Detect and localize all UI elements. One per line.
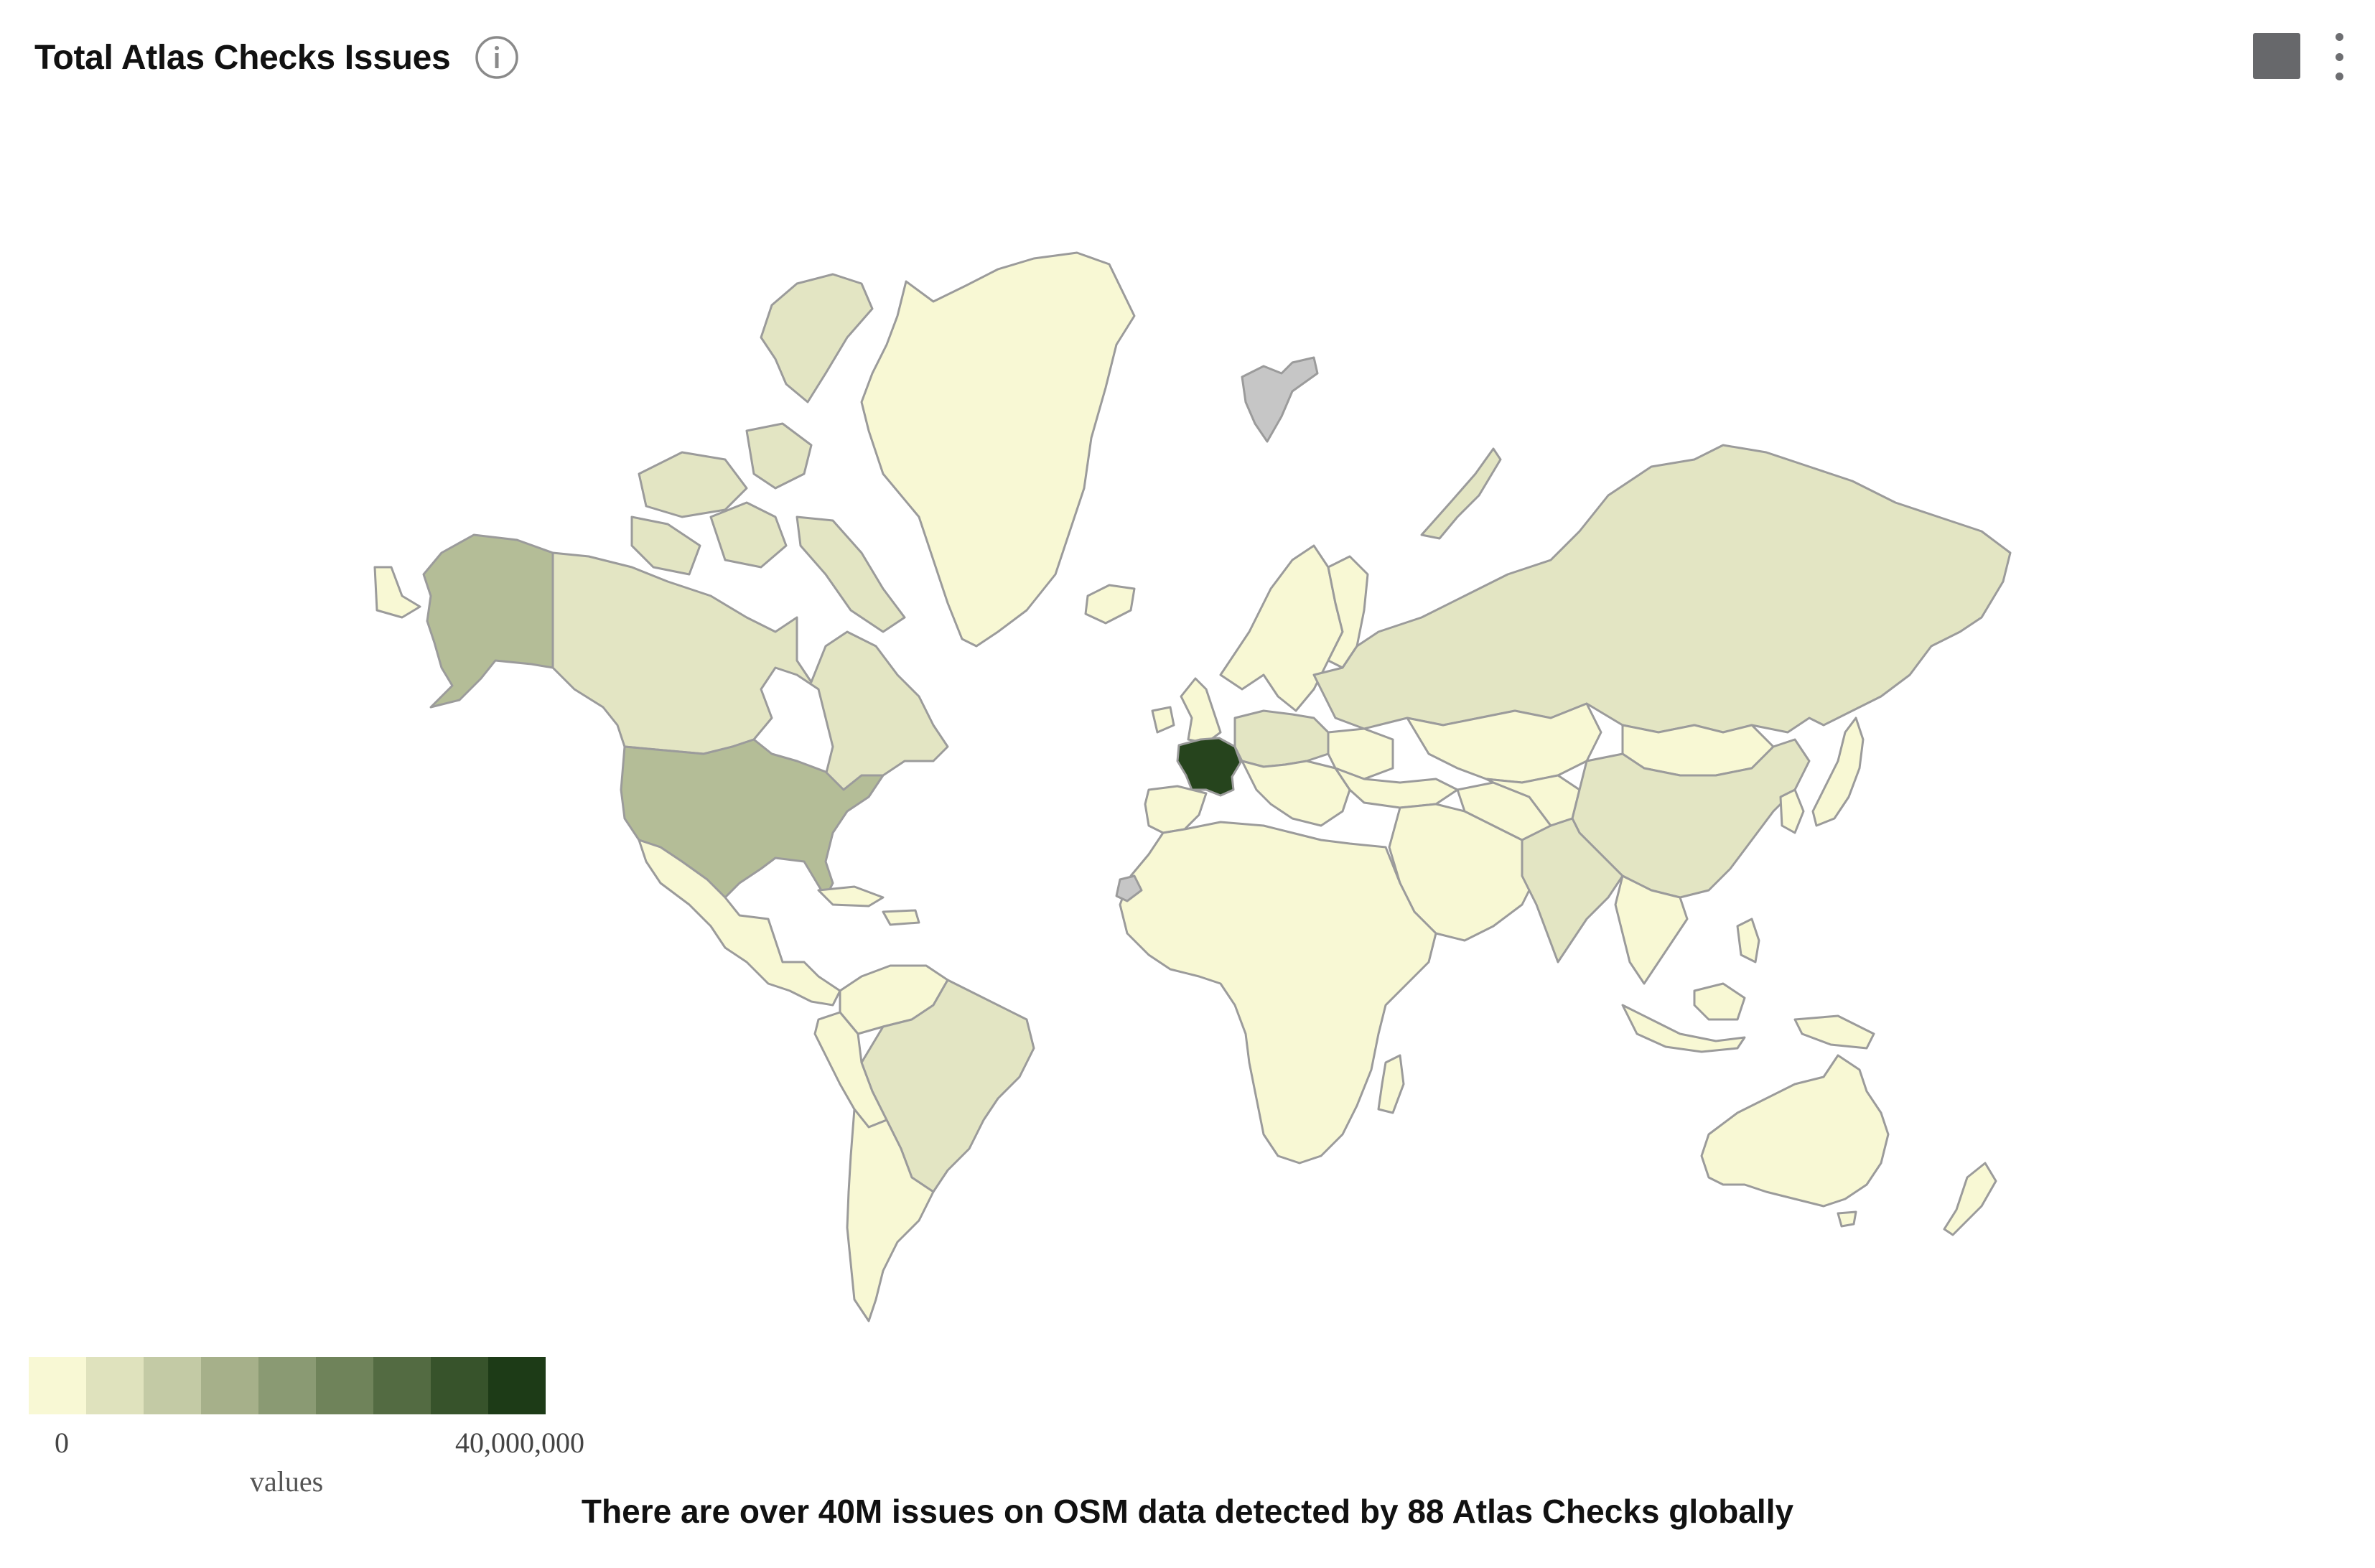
region-france[interactable] [1176,737,1242,797]
info-icon[interactable] [475,35,519,80]
legend-min-label: 0 [55,1427,69,1459]
legend-swatch-3 [201,1357,258,1414]
region-novaya-zemlya[interactable] [1420,447,1502,540]
region-india[interactable] [1521,817,1624,963]
region-japan[interactable] [1811,717,1865,827]
region-central-europe[interactable] [1233,709,1330,768]
region-caribbean-2[interactable] [882,909,920,926]
more-options-icon[interactable] [2325,33,2353,80]
region-korea[interactable] [1779,788,1805,834]
legend-swatch-0 [29,1357,86,1414]
region-ukraine[interactable] [1327,727,1394,780]
region-new-zealand[interactable] [1943,1162,1997,1236]
region-indonesia[interactable] [1621,1004,1746,1053]
region-madagascar[interactable] [1377,1054,1405,1114]
region-canada-islands-2[interactable] [638,451,748,518]
legend-swatch-2 [144,1357,201,1414]
region-kazakhstan[interactable] [1406,702,1602,784]
region-svalbard[interactable] [1241,356,1319,443]
region-new-guinea[interactable] [1793,1014,1875,1050]
chart-header: Total Atlas Checks Issues [34,29,519,86]
legend-max-label: 40,000,000 [455,1427,584,1459]
region-tasmania[interactable] [1837,1210,1857,1228]
region-caribbean[interactable] [817,885,885,907]
legend-swatch-5 [316,1357,373,1414]
legend-swatch-6 [373,1357,431,1414]
legend-swatch-8 [488,1357,546,1414]
menu-dot [2335,52,2343,61]
region-russia[interactable] [1312,444,2012,734]
region-uk[interactable] [1180,677,1222,745]
region-canada-islands-3[interactable] [745,422,813,490]
region-canada-islands-5[interactable] [795,515,906,633]
menu-dot [2335,33,2343,41]
region-philippines[interactable] [1736,918,1760,963]
region-balkans[interactable] [1241,760,1351,827]
region-alaska[interactable] [422,533,554,709]
legend-swatch-7 [431,1357,488,1414]
region-canada-islands-6[interactable] [709,501,788,569]
region-africa[interactable] [1119,821,1437,1165]
region-argentina-chile[interactable] [846,1108,935,1322]
legend-swatch-4 [258,1357,316,1414]
region-canada-islands-4[interactable] [630,515,701,576]
region-iberia[interactable] [1144,785,1208,834]
legend-swatch-1 [86,1357,144,1414]
region-canada-islands[interactable] [760,273,874,403]
region-alaska-west[interactable] [373,566,421,619]
region-southeast-asia[interactable] [1614,874,1689,985]
chart-title: Total Atlas Checks Issues [34,38,451,77]
region-western-sahara[interactable] [1115,874,1143,902]
region-borneo[interactable] [1693,982,1746,1021]
color-legend: 0 40,000,000 values [29,1357,584,1498]
legend-color-scale [29,1357,546,1414]
legend-title: values [250,1465,324,1498]
square-icon[interactable] [2253,33,2300,79]
footer-caption: There are over 40M issues on OSM data de… [581,1493,1794,1530]
region-turkey[interactable] [1334,767,1459,809]
region-greenland[interactable] [860,251,1136,648]
menu-dot [2335,73,2343,80]
region-ireland[interactable] [1151,706,1175,734]
region-australia[interactable] [1700,1054,1890,1208]
region-iceland[interactable] [1084,584,1136,625]
